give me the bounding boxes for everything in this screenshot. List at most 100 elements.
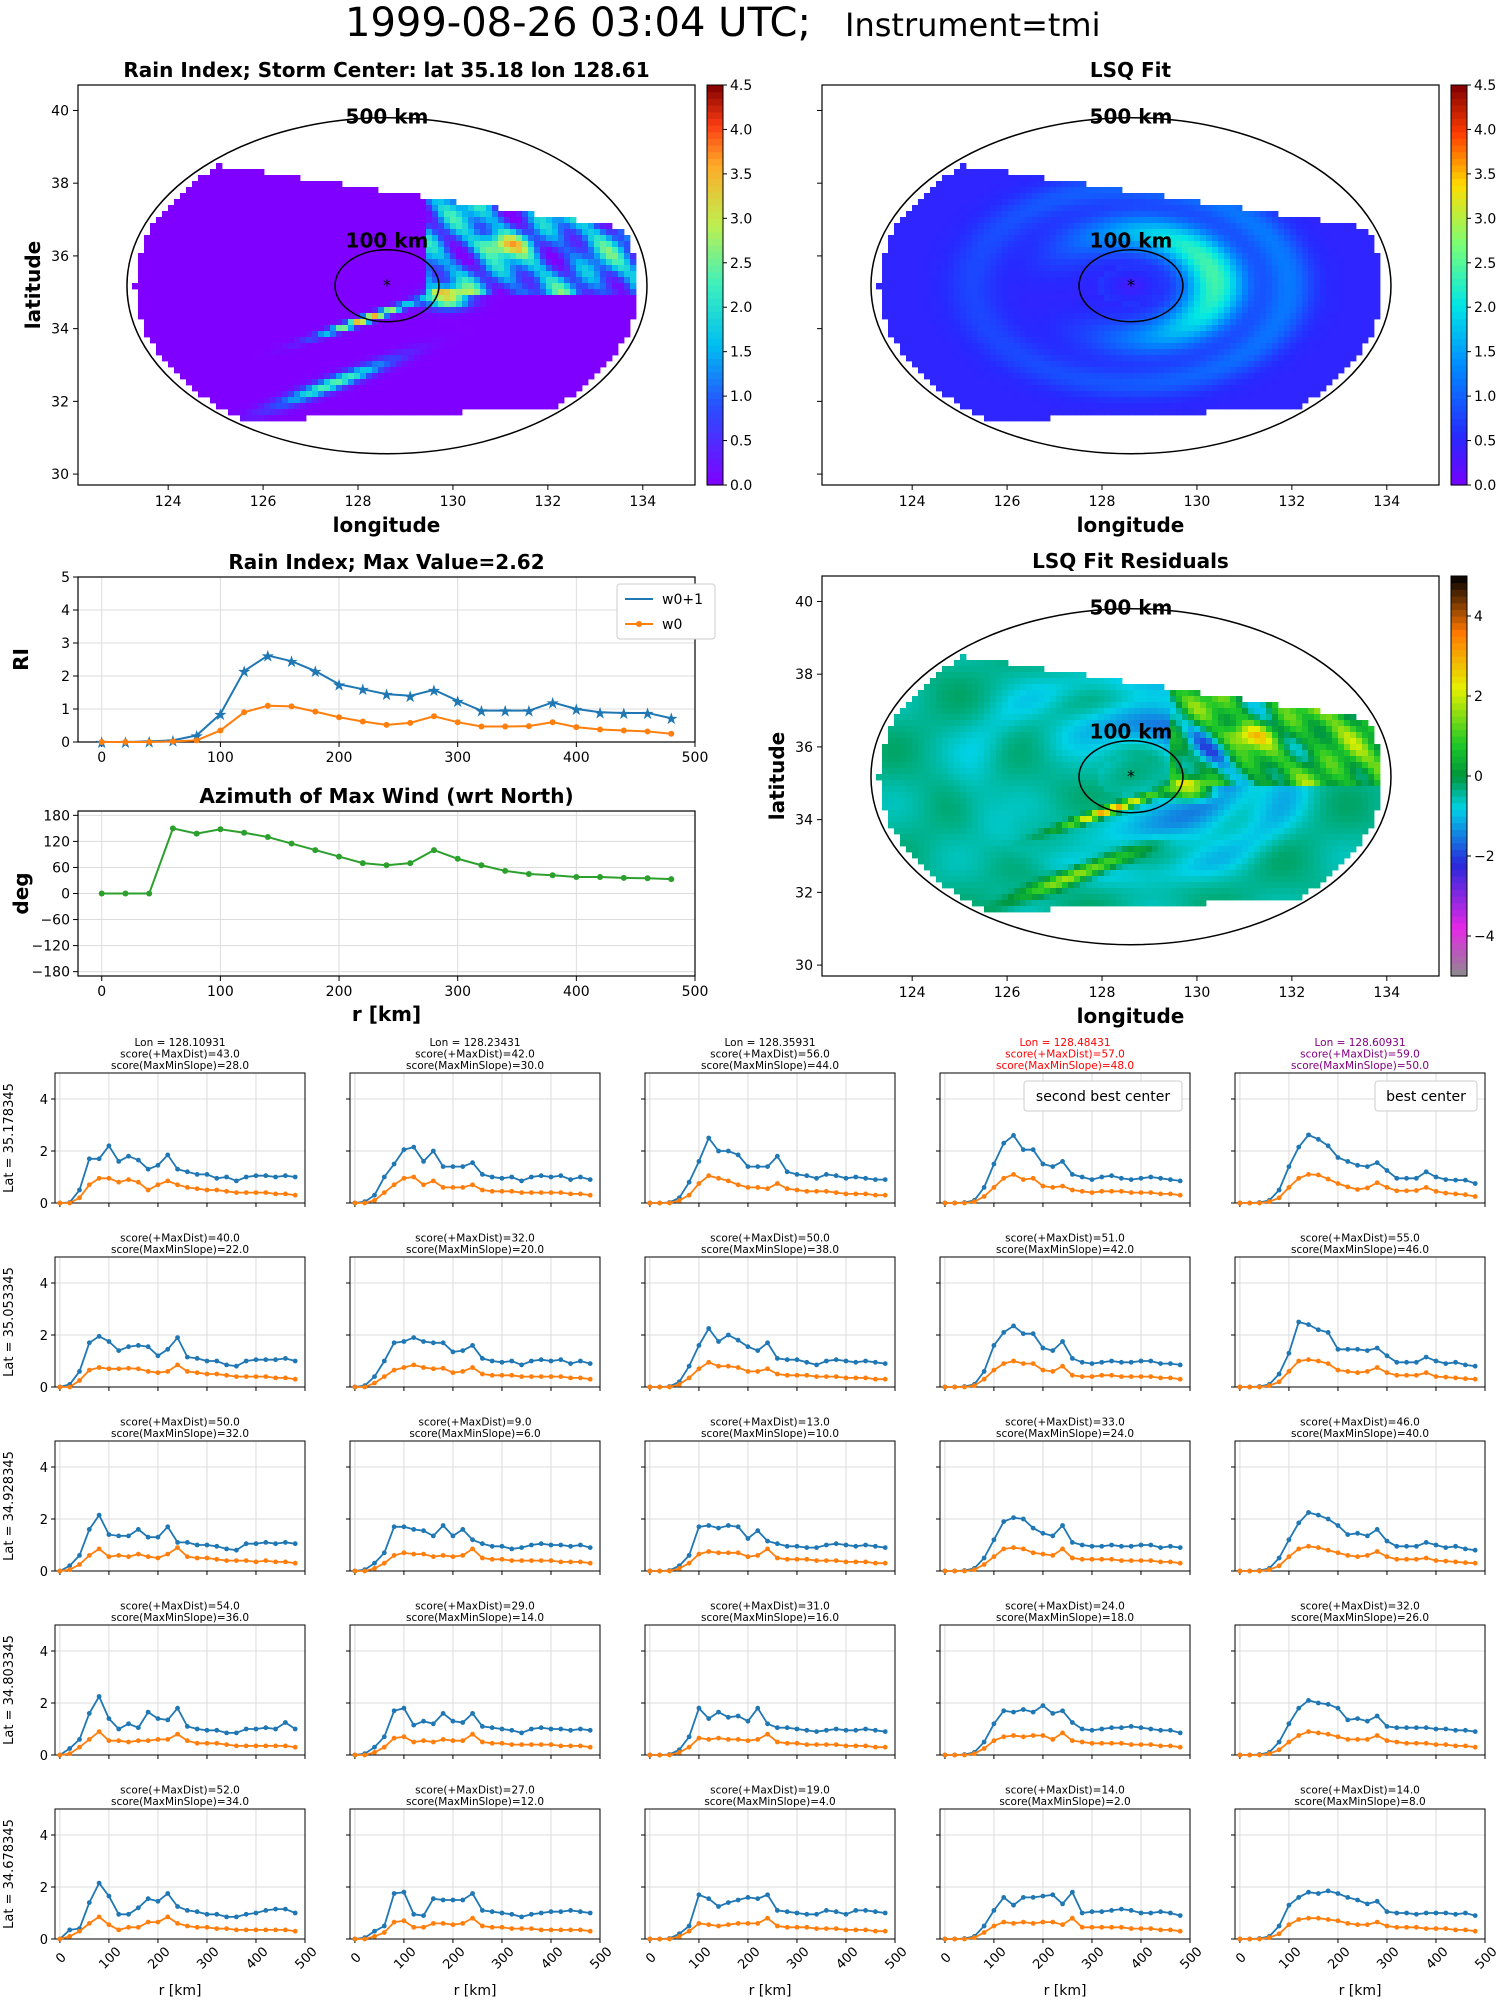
raster-cell	[1080, 325, 1087, 332]
raster-cell	[360, 217, 367, 224]
raster-cell	[180, 331, 187, 338]
raster-cell	[1122, 391, 1129, 398]
raster-cell	[294, 205, 301, 212]
raster-cell	[1002, 331, 1009, 338]
raster-cell	[462, 337, 469, 344]
raster-cell	[546, 319, 553, 326]
raster-cell	[1098, 361, 1105, 368]
raster-cell	[384, 337, 391, 344]
raster-cell	[216, 187, 223, 194]
raster-cell	[138, 253, 145, 260]
map-lsq-fit-raster	[876, 163, 1381, 422]
raster-cell	[540, 259, 547, 266]
raster-cell	[546, 349, 553, 356]
raster-cell	[990, 361, 997, 368]
raster-cell	[264, 277, 271, 284]
raster-cell	[486, 205, 493, 212]
raster-cell	[906, 307, 913, 314]
raster-cell	[414, 199, 421, 206]
raster-cell	[1194, 199, 1201, 206]
raster-cell	[984, 169, 991, 176]
raster-cell	[300, 337, 307, 344]
raster-cell	[360, 205, 367, 212]
raster-cell	[564, 283, 571, 290]
raster-cell	[1056, 391, 1063, 398]
raster-cell	[276, 181, 283, 188]
raster-cell	[492, 211, 499, 218]
raster-cell	[1170, 367, 1177, 374]
raster-cell	[480, 289, 487, 296]
raster-cell	[990, 265, 997, 272]
raster-cell	[1200, 343, 1207, 350]
raster-cell	[558, 355, 565, 362]
raster-cell	[168, 343, 175, 350]
raster-cell	[1212, 331, 1219, 338]
raster-cell	[312, 307, 319, 314]
raster-cell	[1128, 253, 1135, 260]
raster-cell	[1158, 409, 1165, 416]
raster-cell	[330, 265, 337, 272]
raster-cell	[1014, 415, 1021, 422]
raster-cell	[570, 313, 577, 320]
raster-cell	[624, 283, 631, 290]
raster-cell	[1020, 175, 1027, 182]
raster-cell	[552, 241, 559, 248]
raster-cell	[408, 199, 415, 206]
raster-cell	[408, 235, 415, 242]
raster-cell	[492, 217, 499, 224]
raster-cell	[324, 319, 331, 326]
raster-cell	[1080, 253, 1087, 260]
raster-cell	[576, 241, 583, 248]
raster-cell	[990, 277, 997, 284]
raster-cell	[576, 289, 583, 296]
raster-cell	[1014, 307, 1021, 314]
raster-cell	[192, 241, 199, 248]
raster-cell	[1158, 367, 1165, 374]
raster-cell	[1056, 211, 1063, 218]
raster-cell	[1110, 403, 1117, 410]
raster-cell	[174, 307, 181, 314]
raster-cell	[468, 349, 475, 356]
raster-cell	[1116, 331, 1123, 338]
raster-cell	[942, 331, 949, 338]
raster-cell	[366, 397, 373, 404]
raster-cell	[1008, 379, 1015, 386]
raster-cell	[234, 169, 241, 176]
raster-cell	[588, 337, 595, 344]
raster-cell	[552, 301, 559, 308]
colorbar-segment	[707, 471, 723, 479]
raster-cell	[960, 187, 967, 194]
raster-cell	[1074, 271, 1081, 278]
colorbar-segment	[707, 165, 723, 173]
raster-cell	[1038, 325, 1045, 332]
raster-cell	[1206, 313, 1213, 320]
raster-cell	[288, 265, 295, 272]
raster-cell	[546, 307, 553, 314]
raster-cell	[918, 361, 925, 368]
raster-cell	[522, 283, 529, 290]
raster-cell	[1062, 325, 1069, 332]
raster-cell	[264, 271, 271, 278]
raster-cell	[414, 229, 421, 236]
raster-cell	[1164, 379, 1171, 386]
raster-cell	[468, 301, 475, 308]
raster-cell	[1158, 397, 1165, 404]
raster-cell	[282, 397, 289, 404]
raster-cell	[930, 229, 937, 236]
raster-cell	[1176, 205, 1183, 212]
raster-cell	[942, 205, 949, 212]
raster-cell	[1134, 199, 1141, 206]
raster-cell	[624, 241, 631, 248]
raster-cell	[948, 373, 955, 380]
raster-cell	[348, 265, 355, 272]
raster-cell	[204, 289, 211, 296]
raster-cell	[966, 373, 973, 380]
raster-cell	[1170, 229, 1177, 236]
raster-cell	[228, 295, 235, 302]
raster-cell	[396, 277, 403, 284]
raster-cell	[612, 253, 619, 260]
raster-cell	[168, 289, 175, 296]
raster-cell	[426, 283, 433, 290]
raster-cell	[1074, 337, 1081, 344]
raster-cell	[948, 313, 955, 320]
